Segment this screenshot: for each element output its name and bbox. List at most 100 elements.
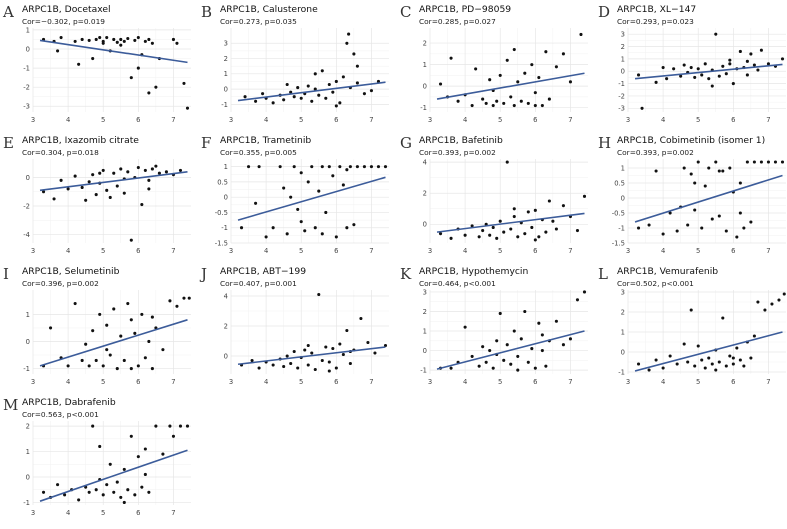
x-tick-label: 4 <box>661 247 665 255</box>
y-tick-label: 1 <box>26 311 30 319</box>
x-tick-label: 7 <box>766 247 770 255</box>
data-point <box>714 368 718 372</box>
x-tick-label: 7 <box>369 378 373 386</box>
y-tick-label: 4 <box>224 292 228 300</box>
y-tick-label: -2 <box>23 202 30 210</box>
data-point <box>512 207 516 211</box>
data-point <box>115 184 119 188</box>
points <box>636 160 785 239</box>
data-point <box>568 337 572 341</box>
data-point <box>171 434 175 438</box>
data-point <box>143 356 147 360</box>
data-point <box>87 364 91 368</box>
y-tick-label: 2 <box>621 43 625 51</box>
data-point <box>105 483 109 487</box>
panel-g: G ARPC1B, Bafetinib Cor=0.393, p=0.002 3 4 5 6… <box>400 134 588 255</box>
data-point <box>438 82 443 86</box>
panel-letter: C <box>400 3 411 21</box>
data-point <box>143 472 147 477</box>
data-point <box>140 312 144 316</box>
data-point <box>334 79 338 84</box>
data-point <box>341 183 345 187</box>
data-point <box>331 90 335 94</box>
regression-line <box>39 171 188 192</box>
data-point <box>126 36 130 41</box>
data-point <box>362 165 366 169</box>
data-point <box>505 160 509 164</box>
data-point <box>119 495 123 499</box>
data-point <box>438 232 443 236</box>
data-point <box>766 62 770 66</box>
data-point <box>505 58 509 62</box>
panel-subtitle: Cor=0.393, p=0.002 <box>419 148 496 157</box>
data-point <box>481 229 485 233</box>
data-point <box>714 160 718 164</box>
data-point <box>292 165 296 169</box>
y-tick-label: 1 <box>26 26 30 34</box>
x-tick-label: 4 <box>264 378 268 386</box>
data-point <box>115 480 119 484</box>
data-point <box>756 68 760 72</box>
y-tick-label: 2 <box>224 322 228 330</box>
x-tick-label: 6 <box>334 378 338 386</box>
data-point <box>112 490 116 494</box>
data-point <box>126 301 130 306</box>
data-point <box>544 230 548 234</box>
data-point <box>540 333 544 337</box>
data-point <box>710 217 714 221</box>
points <box>239 292 388 373</box>
data-point <box>108 462 112 466</box>
data-point <box>182 296 186 300</box>
grid <box>429 28 588 112</box>
data-point <box>724 364 728 368</box>
data-point <box>80 358 84 363</box>
y-tick-label: 1 <box>224 70 228 78</box>
data-point <box>334 366 338 370</box>
panel-title: ARPC1B, ABT−199 <box>220 266 306 277</box>
panel-letter: K <box>400 265 412 283</box>
grid <box>32 159 191 243</box>
data-point <box>470 354 474 358</box>
data-point <box>112 37 116 42</box>
data-point <box>749 356 753 360</box>
data-point <box>87 490 91 494</box>
data-point <box>502 358 506 362</box>
panel-subtitle: Cor=0.393, p=0.002 <box>617 148 694 157</box>
data-point <box>129 434 133 438</box>
data-point <box>481 97 485 101</box>
data-point <box>303 348 307 352</box>
data-point <box>738 211 742 215</box>
y-tick-label: -1.5 <box>215 239 228 247</box>
data-point <box>271 363 275 367</box>
data-point <box>484 101 488 105</box>
x-tick-label: 5 <box>101 247 105 255</box>
data-point <box>526 210 530 214</box>
data-point <box>327 82 331 87</box>
data-point <box>331 174 335 178</box>
x-tick-label: 7 <box>369 247 373 255</box>
data-point <box>178 168 183 172</box>
data-point <box>285 354 289 358</box>
y-tick-label: 2 <box>423 190 427 198</box>
data-point <box>261 92 265 96</box>
data-point <box>94 488 98 492</box>
x-tick-label: 7 <box>171 116 175 124</box>
data-point <box>112 307 116 311</box>
data-point <box>147 178 151 182</box>
data-point <box>187 296 191 300</box>
data-point <box>320 165 324 169</box>
x-tick-label: 4 <box>66 509 70 517</box>
data-point <box>41 490 46 494</box>
data-point <box>359 316 363 321</box>
data-point <box>693 181 697 185</box>
data-point <box>292 349 296 354</box>
data-point <box>724 229 728 233</box>
data-point <box>519 337 523 341</box>
panel-subtitle: Cor=0.355, p=0.005 <box>220 148 297 157</box>
panel-letter: L <box>598 265 608 283</box>
x-tick-label: 4 <box>264 116 268 124</box>
panel-subtitle: Cor=0.464, p<0.001 <box>419 279 496 288</box>
y-tick-label: 1 <box>26 448 30 456</box>
data-point <box>582 290 587 294</box>
y-tick-label: 1 <box>423 61 427 69</box>
